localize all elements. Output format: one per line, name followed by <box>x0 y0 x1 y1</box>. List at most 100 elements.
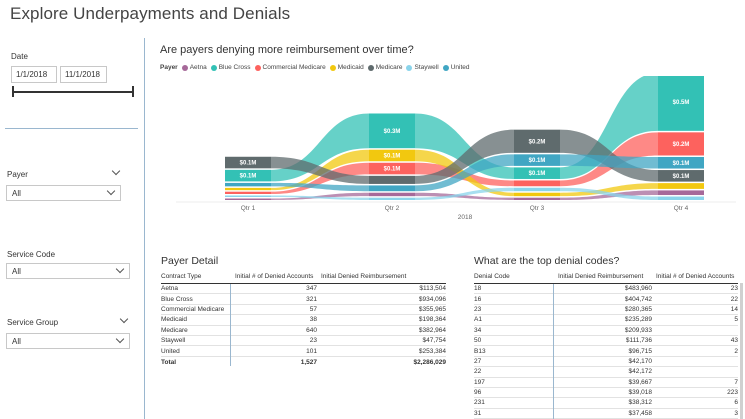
legend-item[interactable]: Staywell <box>406 64 439 71</box>
table-cell: 22 <box>730 295 738 303</box>
legend-dot-icon <box>329 64 336 71</box>
bar-segment[interactable] <box>658 170 704 182</box>
table-row[interactable]: Medicare 640 $382,964 <box>161 326 446 336</box>
table-row[interactable]: 50 $111,736 43 <box>474 336 738 347</box>
ribbon-commercial-medicare[interactable] <box>271 162 369 194</box>
bar-segment[interactable] <box>514 154 560 166</box>
bar-segment[interactable] <box>225 187 271 191</box>
col-header-initial-denied-reimbursement[interactable]: Initial Denied Reimbursement <box>554 273 652 280</box>
date-start-input[interactable]: 1/1/2018 <box>11 66 57 83</box>
bar-segment[interactable] <box>658 76 704 131</box>
table-row[interactable]: 16 $404,742 22 <box>474 294 738 305</box>
bar-segment[interactable] <box>369 162 415 175</box>
bar-segment[interactable] <box>658 132 704 156</box>
service-group-dropdown[interactable]: All <box>6 333 130 349</box>
service-group-collapse-chevron-icon[interactable] <box>119 314 129 324</box>
service-group-chevron-down-icon <box>115 334 125 344</box>
table-row[interactable]: 18 $483,960 23 <box>474 284 738 295</box>
table-row[interactable]: 197 $39,667 7 <box>474 378 738 388</box>
denial-table-scrollbar[interactable] <box>740 283 743 419</box>
bar-segment[interactable] <box>514 187 560 192</box>
bar-segment[interactable] <box>225 169 271 182</box>
col-header-initial-denied-accounts[interactable]: Initial # of Denied Accounts <box>656 273 735 280</box>
ribbon-staywell[interactable] <box>271 195 369 201</box>
bar-segment[interactable] <box>225 195 271 198</box>
service-code-chevron-down-icon <box>115 264 125 274</box>
legend-item[interactable]: United <box>442 64 470 71</box>
table-row[interactable]: 22 $42,172 <box>474 367 738 378</box>
date-slider-end-handle[interactable] <box>132 86 134 97</box>
table-cell: $39,018 <box>628 389 653 397</box>
bar-segment[interactable] <box>369 149 415 162</box>
ribbon-aetna[interactable] <box>271 192 369 200</box>
table-row[interactable]: 34 $209,933 <box>474 326 738 336</box>
legend-item[interactable]: Commercial Medicare <box>254 64 326 71</box>
bar-segment[interactable] <box>658 183 704 189</box>
col-header-denied-reimbursement[interactable]: Initial Denied Reimbursement <box>321 273 407 280</box>
table-row[interactable]: Medicaid 38 $198,364 <box>161 315 446 326</box>
col-header-denied-accounts[interactable]: Initial # of Denied Accounts <box>235 273 314 280</box>
payer-collapse-chevron-icon[interactable] <box>111 166 121 176</box>
table-row[interactable]: Aetna 347 $113,504 <box>161 284 446 295</box>
date-end-input[interactable]: 11/1/2018 <box>60 66 107 83</box>
table-row[interactable]: Commercial Medicare 57 $355,965 <box>161 305 446 316</box>
x-tick-label: Qtr 3 <box>530 205 545 212</box>
payer-column-divider <box>230 284 231 366</box>
date-range-slider[interactable] <box>12 91 134 93</box>
ribbon-united[interactable] <box>415 154 514 192</box>
bar-segment[interactable] <box>514 129 560 153</box>
bar-segment[interactable] <box>369 113 415 149</box>
bar-segment[interactable] <box>514 192 560 197</box>
table-row[interactable]: 27 $42,170 <box>474 357 738 368</box>
bar-segment[interactable] <box>369 197 415 200</box>
ribbon-blue-cross[interactable] <box>560 76 658 179</box>
legend-label: Blue Cross <box>218 64 251 71</box>
date-slider-start-handle[interactable] <box>12 86 14 97</box>
table-row[interactable]: 231 $38,312 6 <box>474 398 738 409</box>
table-row[interactable]: 96 $39,018 223 <box>474 388 738 399</box>
bar-segment[interactable] <box>225 156 271 169</box>
table-row[interactable]: A1 $235,289 5 <box>474 315 738 326</box>
bar-segment[interactable] <box>369 175 415 184</box>
legend-item[interactable]: Medicaid <box>329 64 364 71</box>
payer-detail-table[interactable]: Contract Type Initial # of Denied Accoun… <box>161 268 446 368</box>
bar-segment[interactable] <box>658 190 704 196</box>
ribbon-aetna[interactable] <box>415 192 514 200</box>
service-code-dropdown[interactable]: All <box>6 263 130 279</box>
payer-dropdown[interactable]: All <box>6 185 121 201</box>
ribbon-medicare[interactable] <box>415 129 514 184</box>
bar-segment[interactable] <box>225 182 271 187</box>
table-cell: $483,960 <box>624 285 652 293</box>
bar-segment[interactable] <box>225 198 271 201</box>
bar-segment[interactable] <box>514 197 560 200</box>
table-row[interactable]: United 101 $253,384 <box>161 346 446 357</box>
data-label: $0.2M <box>529 139 546 145</box>
table-cell: $198,364 <box>418 316 446 324</box>
legend-title: Payer <box>160 64 178 71</box>
ribbon-medicare[interactable] <box>271 156 369 184</box>
table-row[interactable]: Staywell 23 $47,754 <box>161 336 446 347</box>
ribbon-staywell[interactable] <box>415 187 514 200</box>
denial-codes-table[interactable]: Denial Code Initial Denied Reimbursement… <box>474 268 738 419</box>
bar-segment[interactable] <box>658 156 704 169</box>
bar-segment[interactable] <box>369 185 415 192</box>
legend-item[interactable]: Blue Cross <box>210 64 251 71</box>
bar-segment[interactable] <box>514 167 560 179</box>
ribbon-united[interactable] <box>271 182 369 192</box>
col-header-contract-type[interactable]: Contract Type <box>161 273 202 280</box>
legend-item[interactable]: Medicare <box>367 64 402 71</box>
table-row[interactable]: 23 $280,365 14 <box>474 305 738 316</box>
table-row[interactable]: 31 $37,458 3 <box>474 409 738 419</box>
col-header-denial-code[interactable]: Denial Code <box>474 273 510 280</box>
ribbon-united[interactable] <box>560 154 658 169</box>
bar-segment[interactable] <box>369 192 415 197</box>
ribbon-chart[interactable]: $0.1M $0.1M Qtr 1 $0.3M $0.1M $0.1M Qtr 2 $0.1M… <box>160 76 740 222</box>
ribbon-staywell[interactable] <box>560 187 658 200</box>
bar-segment[interactable] <box>225 191 271 194</box>
table-row[interactable]: Blue Cross 321 $934,096 <box>161 294 446 305</box>
bar-segment[interactable] <box>514 180 560 187</box>
table-row[interactable]: B13 $96,715 2 <box>474 346 738 357</box>
bar-segment[interactable] <box>658 196 704 200</box>
legend-item[interactable]: Aetna <box>181 64 207 71</box>
ribbon-medicaid[interactable] <box>560 183 658 197</box>
